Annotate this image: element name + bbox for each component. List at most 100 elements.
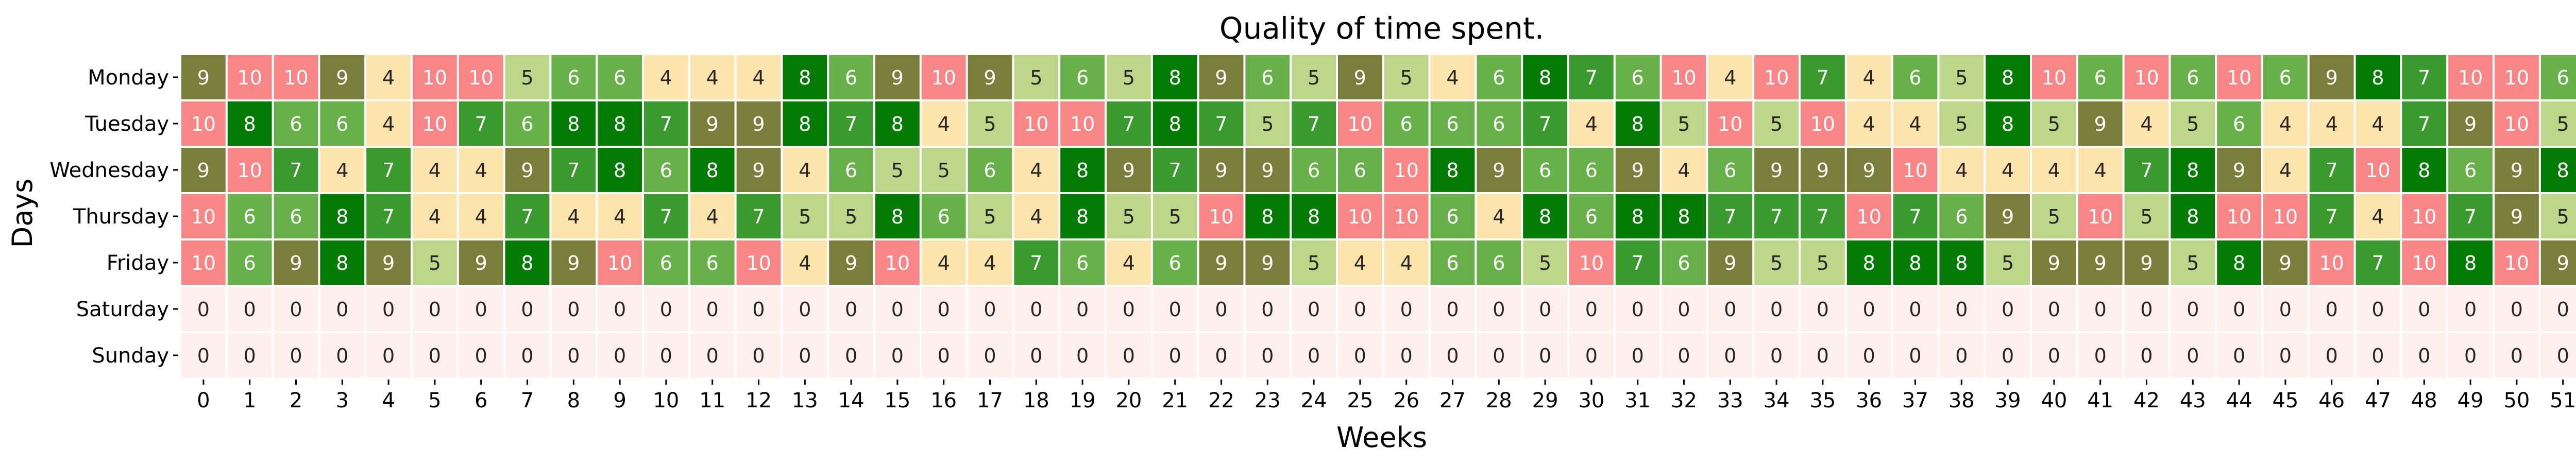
cell-value-label: 4 [1400, 252, 1413, 274]
heatmap-cell [2448, 333, 2493, 377]
cell-value-label: 6 [984, 159, 996, 182]
heatmap-cell [690, 287, 735, 331]
cell-value-label: 6 [244, 205, 256, 228]
heatmap-cell [1893, 148, 1938, 192]
heatmap-cell [875, 333, 920, 377]
heatmap-cell [1754, 194, 1799, 238]
heatmap-cell [921, 194, 966, 238]
x-tick-label: 12 [745, 389, 772, 412]
cell-value-label: 10 [191, 205, 216, 228]
heatmap-cell [1477, 148, 1521, 192]
heatmap-cell [2402, 55, 2447, 99]
cell-value-label: 0 [1076, 345, 1089, 367]
heatmap-cell [1107, 55, 1151, 99]
heatmap-cell [1153, 240, 1197, 285]
heatmap-cell [1153, 194, 1197, 238]
heatmap-cell [1708, 240, 1753, 285]
heatmap-cell [1338, 148, 1382, 192]
cell-value-label: 0 [1076, 298, 1089, 321]
cell-value-label: 10 [1070, 113, 1095, 135]
heatmap-cell [2540, 148, 2576, 192]
heatmap-cell [2124, 194, 2169, 238]
heatmap-cell [2124, 101, 2169, 146]
cell-value-label: 10 [1718, 113, 1742, 135]
cell-value-label: 8 [1632, 205, 1644, 228]
heatmap-cell [459, 194, 503, 238]
cell-value-label: 6 [1493, 113, 1505, 135]
cell-value-label: 4 [336, 159, 348, 182]
cell-value-label: 6 [1076, 66, 1089, 89]
cell-value-label: 9 [2094, 113, 2107, 135]
cell-value-label: 10 [1579, 252, 1604, 274]
cell-value-label: 4 [475, 159, 487, 182]
cell-value-label: 9 [2140, 252, 2153, 274]
cell-value-label: 6 [521, 113, 533, 135]
heatmap-cell [1107, 287, 1151, 331]
cell-value-label: 0 [2371, 298, 2384, 321]
cell-value-label: 5 [984, 205, 996, 228]
heatmap-cell [2032, 148, 2076, 192]
heatmap-cell [829, 55, 873, 99]
cell-value-label: 5 [2048, 113, 2060, 135]
cell-value-label: 7 [2326, 159, 2338, 182]
x-tick-label: 20 [1115, 389, 1142, 412]
heatmap-cell [2217, 101, 2261, 146]
heatmap-cell [366, 55, 411, 99]
cell-value-label: 10 [2134, 66, 2159, 89]
heatmap-cell [551, 240, 596, 285]
cell-value-label: 8 [1539, 66, 1551, 89]
heatmap-cell [1662, 240, 1706, 285]
cell-value-label: 0 [1169, 345, 1181, 367]
heatmap-cell [2355, 333, 2400, 377]
x-tick-label: 13 [792, 389, 818, 412]
heatmap-cell [1384, 148, 1429, 192]
cell-value-label: 7 [521, 205, 533, 228]
cell-value-label: 10 [191, 252, 216, 274]
heatmap-cell [598, 287, 642, 331]
cell-value-label: 7 [1724, 205, 1736, 228]
heatmap-cell [1245, 101, 1290, 146]
cell-value-label: 6 [1539, 159, 1551, 182]
heatmap-cell [320, 240, 365, 285]
cell-value-label: 0 [2418, 345, 2430, 367]
heatmap-cell [783, 333, 827, 377]
x-tick-label: 46 [2318, 389, 2345, 412]
heatmap-cell [274, 101, 318, 146]
heatmap-cell [968, 148, 1012, 192]
heatmap-cell [2217, 55, 2261, 99]
heatmap-cell [1060, 55, 1105, 99]
cell-value-label: 9 [1215, 252, 1227, 274]
heatmap-cell [598, 148, 642, 192]
cell-value-label: 5 [984, 113, 996, 135]
cell-value-label: 9 [1215, 159, 1227, 182]
y-tick-label: Saturday [76, 298, 169, 321]
cell-value-label: 0 [1724, 345, 1736, 367]
heatmap-cell [2124, 55, 2169, 99]
heatmap-cell [644, 148, 688, 192]
cell-value-label: 8 [1169, 66, 1181, 89]
heatmap-cell [736, 194, 781, 238]
cell-value-label: 0 [1677, 298, 1690, 321]
cell-value-label: 8 [2187, 159, 2199, 182]
x-tick-label: 28 [1486, 389, 1512, 412]
cell-value-label: 0 [2464, 298, 2477, 321]
cell-value-label: 7 [1123, 113, 1135, 135]
cell-value-label: 10 [2504, 113, 2529, 135]
cell-value-label: 0 [2279, 298, 2292, 321]
cell-value-label: 0 [382, 345, 395, 367]
cell-value-label: 0 [1493, 298, 1505, 321]
heatmap-cell [1153, 333, 1197, 377]
heatmap-cell [1107, 333, 1151, 377]
heatmap-cell [690, 148, 735, 192]
heatmap-cell [1153, 287, 1197, 331]
heatmap-cell [1014, 55, 1059, 99]
heatmap-cell [1615, 333, 1660, 377]
cell-value-label: 9 [567, 252, 580, 274]
heatmap-cell [1615, 55, 1660, 99]
heatmap-cell [459, 240, 503, 285]
cell-value-label: 9 [521, 159, 533, 182]
heatmap-cell [1662, 333, 1706, 377]
heatmap-cell [1245, 240, 1290, 285]
heatmap-cell [1523, 55, 1567, 99]
heatmap-cell [1893, 333, 1938, 377]
